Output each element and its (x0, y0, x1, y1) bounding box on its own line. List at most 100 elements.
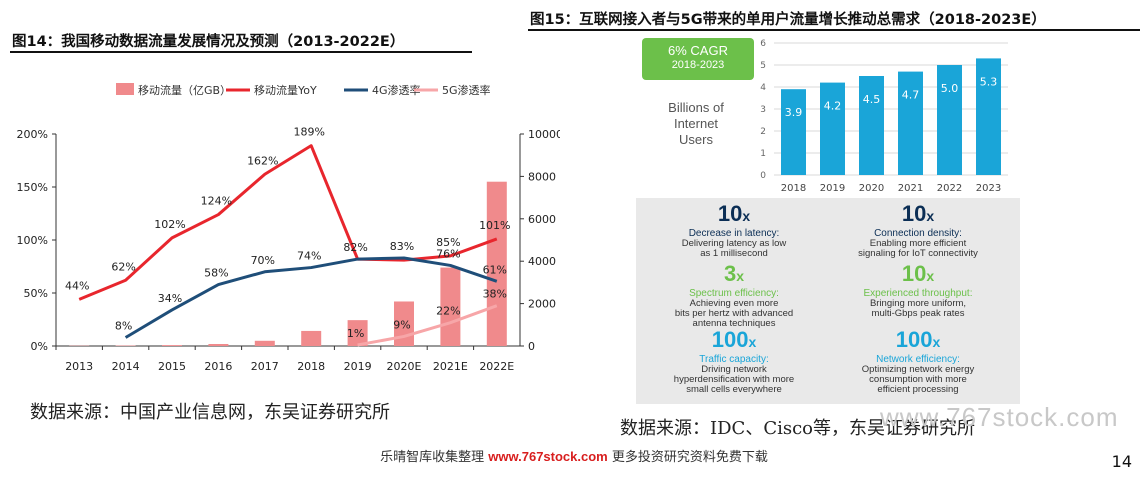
right-tick-label: 6000 (528, 213, 556, 226)
users-bar-label: 4.2 (824, 100, 842, 113)
users-bar-chart: 0 1 2 3 4 5 6 3.9 2018 4.2 2019 4.5 2020 4.7 2021 5.0 20… (760, 39, 1008, 194)
users-bar-label: 5.3 (980, 75, 998, 88)
x-tick-label: 2022E (479, 360, 514, 373)
5g-stats-grid: 10x Decrease in latency: Delivering latenc… (636, 198, 1020, 404)
stat-description: antenna techniques (692, 318, 776, 329)
stat-multiplier: 100x (895, 327, 941, 352)
series-line (357, 304, 498, 347)
data-label: 101% (479, 219, 510, 232)
right-tick-label: 4000 (528, 255, 556, 268)
legend-label: 5G渗透率 (442, 83, 491, 97)
users-x-label: 2019 (820, 183, 845, 194)
x-tick-label: 2021E (433, 360, 468, 373)
data-label: 70% (251, 254, 275, 267)
users-label-line: Internet (673, 116, 719, 131)
stat-description: Achieving even more (689, 298, 779, 309)
users-x-label: 2023 (976, 183, 1001, 194)
users-x-label: 2021 (898, 183, 923, 194)
series-line (78, 144, 498, 301)
x-tick-label: 2020E (387, 360, 422, 373)
traffic-bar (486, 181, 507, 346)
stat-multiplier: 10x (901, 261, 935, 286)
users-label-line: Users (679, 132, 713, 147)
data-label: 22% (436, 305, 460, 318)
stat-multiplier: 10x (901, 201, 935, 226)
users-bar-label: 4.5 (863, 93, 881, 106)
traffic-bar (254, 340, 275, 346)
x-tick-label: 2014 (112, 360, 140, 373)
y-tick-label: 4 (760, 83, 766, 93)
users-bar-label: 5.0 (941, 82, 959, 95)
stat-description: bits per hertz with advanced (674, 308, 794, 319)
footer-site-link[interactable]: www.767stock.com (488, 449, 608, 464)
users-bar-label: 3.9 (785, 106, 803, 119)
stat-multiplier: 100x (711, 327, 757, 352)
data-label: 62% (111, 260, 135, 273)
users-bar (937, 65, 962, 175)
users-axis-label: Billions of Internet Users (648, 100, 744, 148)
fig14-title-underline (10, 51, 472, 53)
users-bar (781, 89, 806, 175)
y-tick-label: 6 (760, 39, 766, 49)
data-label: 58% (204, 267, 228, 280)
left-tick-label: 100% (17, 234, 48, 247)
data-label: 44% (65, 279, 89, 292)
data-label: 102% (154, 218, 185, 231)
stat-description: small cells everywhere (686, 384, 782, 395)
users-bar (859, 76, 884, 175)
data-label: 162% (247, 154, 278, 167)
y-tick-label: 0 (760, 171, 766, 181)
stat-multiplier: 3x (723, 261, 745, 286)
stat-description: hyperdensification with more (673, 374, 795, 385)
cagr-period-text: 2018-2023 (671, 59, 725, 71)
users-x-label: 2022 (937, 183, 962, 194)
stat-heading: Spectrum efficiency: (689, 288, 779, 299)
stat-description: multi-Gbps peak rates (871, 308, 965, 319)
stat-heading: Network efficiency: (876, 354, 960, 365)
fig15-title: 图15：互联网接入者与5G带来的单用户流量增长推动总需求（2018-2023E） (530, 12, 1046, 28)
x-tick-label: 2016 (204, 360, 232, 373)
fig14-source: 数据来源：中国产业信息网，东吴证券研究所 (30, 402, 390, 423)
stat-description: Driving network (701, 364, 767, 375)
traffic-bar (162, 345, 182, 346)
traffic-bar (347, 320, 368, 346)
y-tick-label: 1 (760, 149, 766, 159)
users-bar (898, 71, 923, 175)
stat-description: Optimizing network energy (861, 364, 975, 375)
x-tick-label: 2017 (251, 360, 279, 373)
data-label: 38% (483, 288, 507, 301)
data-label: 74% (297, 250, 321, 263)
legend-label: 移动流量YoY (254, 83, 317, 97)
right-tick-label: 0 (528, 340, 535, 353)
data-label: 34% (158, 292, 182, 305)
page-number: 14 (1111, 452, 1132, 471)
data-label: 82% (343, 241, 367, 254)
users-x-label: 2018 (781, 183, 806, 194)
data-label: 1% (347, 327, 364, 340)
legend-label: 移动流量（亿GB） (138, 83, 231, 97)
right-tick-label: 2000 (528, 298, 556, 311)
traffic-bar (440, 267, 461, 346)
traffic-bar (208, 344, 229, 346)
data-label: 124% (201, 195, 232, 208)
traffic-bar (301, 330, 322, 346)
users-bar (820, 82, 845, 175)
data-label: 9% (393, 318, 410, 331)
fig15-source: 数据来源：IDC、Cisco等，东吴证券研究所 (620, 418, 975, 439)
cagr-main-text: 6% CAGR (668, 43, 728, 58)
legend-swatch (116, 83, 134, 95)
stat-heading: Decrease in latency: (688, 228, 780, 239)
fig14-title: 图14：我国移动数据流量发展情况及预测（2013-2022E） (12, 34, 405, 50)
stat-block: 100x Network efficiency: Optimizing networ… (828, 328, 1008, 395)
stat-heading: Experienced throughput: (863, 288, 973, 299)
watermark-text: www.767stock.com (880, 402, 1119, 432)
stat-description: as 1 millisecond (700, 248, 768, 259)
data-label: 8% (115, 320, 132, 333)
stat-heading: Traffic capacity: (699, 354, 769, 365)
stat-heading: Connection density: (874, 228, 962, 239)
stat-block: 3x Spectrum efficiency: Achieving even mor… (644, 262, 824, 329)
data-label: 83% (390, 240, 414, 253)
mobile-traffic-chart: 0% 50% 100% 150% 200% 0 2000 4000 6000 8000 10000 2… (17, 83, 560, 373)
x-tick-label: 2019 (344, 360, 372, 373)
left-tick-label: 50% (24, 287, 48, 300)
